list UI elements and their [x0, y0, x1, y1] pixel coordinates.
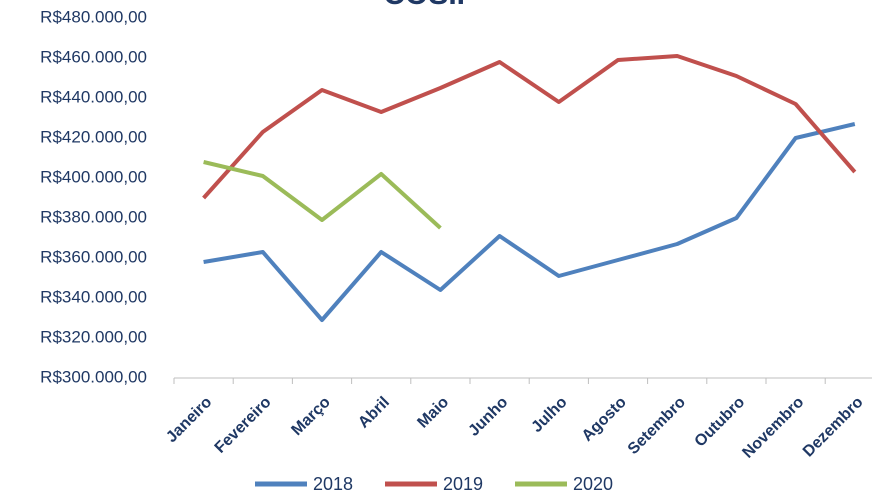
x-tick-label: Março [288, 394, 334, 440]
y-tick-label: R$460.000,00 [40, 47, 147, 66]
x-tick-label: Junho [465, 394, 511, 440]
legend-label: 2020 [573, 474, 613, 493]
x-tick-label: Setembro [625, 394, 689, 458]
y-tick-label: R$480.000,00 [40, 7, 147, 26]
y-tick-label: R$440.000,00 [40, 87, 147, 106]
series-line [203, 122, 856, 322]
x-tick-label: Dezembro [800, 394, 867, 461]
y-tick-label: R$360.000,00 [40, 247, 147, 266]
series-line [203, 160, 442, 230]
legend-label: 2019 [443, 474, 483, 493]
y-tick-label: R$300.000,00 [40, 367, 147, 386]
y-tick-label: R$420.000,00 [40, 127, 147, 146]
series-line [202, 54, 857, 200]
x-tick-label: Abril [355, 394, 393, 432]
y-tick-label: R$380.000,00 [40, 207, 147, 226]
x-tick-label: Novembro [739, 394, 807, 462]
x-tick-label: Fevereiro [212, 394, 275, 457]
x-tick-label: Julho [528, 394, 570, 436]
x-tick-label: Maio [414, 394, 452, 432]
x-tick-label: Agosto [579, 394, 630, 445]
x-tick-label: Janeiro [163, 394, 215, 446]
y-tick-label: R$400.000,00 [40, 167, 147, 186]
x-tick-label: Outubro [692, 394, 749, 451]
y-tick-label: R$320.000,00 [40, 327, 147, 346]
chart-title: COSIP [383, 0, 476, 11]
legend-label: 2018 [313, 474, 353, 493]
y-tick-label: R$340.000,00 [40, 287, 147, 306]
